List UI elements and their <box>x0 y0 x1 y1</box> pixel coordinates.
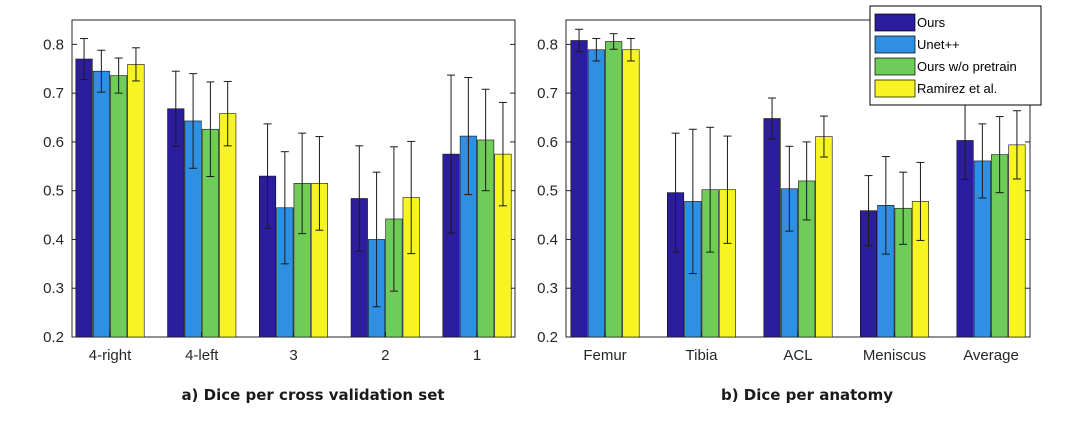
x-tick-label-average: Average <box>963 347 1019 364</box>
bar-ours-acl <box>763 118 781 338</box>
y-tick-label: 0.2 <box>43 329 64 346</box>
x-tick-label-tibia: Tibia <box>686 347 719 364</box>
bar-ours-4-right <box>75 58 93 338</box>
y-tick-label: 0.3 <box>537 280 558 297</box>
legend-swatch-ours-wo-pretrain <box>874 57 916 76</box>
caption-b: b) Dice per anatomy <box>721 386 893 404</box>
y-tick-label: 0.3 <box>43 280 64 297</box>
y-tick-label: 0.5 <box>537 183 558 200</box>
bar-ramirez-et-al-4-left <box>219 113 237 338</box>
bar-ours-w-o-pretrain-4-right <box>110 75 128 338</box>
x-tick-label-4-left: 4-left <box>185 347 219 364</box>
y-tick-label: 0.8 <box>537 36 558 53</box>
legend-swatch-ramirez <box>874 79 916 98</box>
legend-swatch-unetpp <box>874 35 916 54</box>
bar-ours-w-o-pretrain-femur <box>605 41 623 338</box>
y-tick-label: 0.2 <box>537 329 558 346</box>
bar-unet-4-right <box>92 70 110 338</box>
x-tick-label-acl: ACL <box>783 347 812 364</box>
x-tick-label-2: 2 <box>381 347 389 364</box>
bar-ramirez-et-al-femur <box>622 49 640 338</box>
legend-swatch-ours <box>874 13 916 32</box>
y-tick-label: 0.7 <box>43 85 64 102</box>
bar-ramirez-et-al-acl <box>815 136 833 338</box>
x-tick-label-4-right: 4-right <box>89 347 132 364</box>
y-tick-label: 0.7 <box>537 85 558 102</box>
x-tick-label-1: 1 <box>473 347 481 364</box>
bar-unet-femur <box>587 49 605 338</box>
y-tick-label: 0.4 <box>43 231 64 248</box>
legend-label-unetpp: Unet++ <box>917 37 960 52</box>
x-tick-label-3: 3 <box>289 347 297 364</box>
panel-dice-per-anatomy: 0.2 0.3 0.4 0.5 0.6 0.7 0.8 Femur Tibia ACL Menisc… <box>537 19 1031 364</box>
y-tick-label: 0.4 <box>537 231 558 248</box>
legend-label-ours: Ours <box>917 15 946 30</box>
legend-label-ours-wo-pretrain: Ours w/o pretrain <box>917 59 1017 74</box>
x-tick-label-femur: Femur <box>583 347 626 364</box>
legend: Ours Unet++ Ours w/o pretrain Ramirez et… <box>869 5 1042 106</box>
caption-a: a) Dice per cross validation set <box>181 386 444 404</box>
y-tick-label: 0.8 <box>43 36 64 53</box>
y-tick-label: 0.5 <box>43 183 64 200</box>
bar-ours-femur <box>570 40 588 338</box>
legend-label-ramirez: Ramirez et al. <box>917 81 997 96</box>
panel-dice-per-cross-validation-set: 0.2 0.3 0.4 0.5 0.6 0.7 0.8 4-right 4-left 3 2 1 <box>43 19 516 364</box>
bar-ramirez-et-al-4-right <box>127 64 145 338</box>
y-tick-label: 0.6 <box>43 134 64 151</box>
x-tick-label-meniscus: Meniscus <box>863 347 926 364</box>
y-tick-label: 0.6 <box>537 134 558 151</box>
